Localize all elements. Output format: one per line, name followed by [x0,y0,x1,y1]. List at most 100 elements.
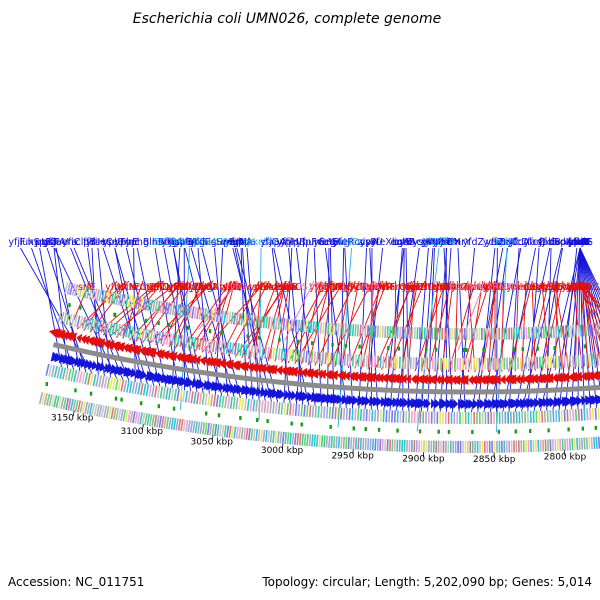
cog-strip [311,405,315,418]
cog-strip [321,352,325,365]
gene-label: yfhD [179,282,201,293]
cog-strip [365,409,368,422]
gene-label: yfiH [86,237,105,248]
gene-label: hypF [28,237,51,248]
cog-strip [550,326,553,339]
cog-strip [574,408,578,422]
gene-arrow [203,379,210,390]
gene-label: hyfC [338,282,360,293]
cog-strip [253,345,257,358]
cog-strip [319,321,323,334]
gene-label: yfgF [309,282,329,293]
cog-strip [187,420,191,433]
gene-label: yfbR [568,282,590,293]
cog-strip [549,410,552,423]
cog-strip [115,408,120,421]
tick-label: 3100 kbp [121,427,164,437]
cog-strip [267,316,271,329]
cog-strip [62,397,67,410]
cog-strip [103,405,108,418]
feature-rings [38,281,600,454]
leader-line [407,280,416,371]
cog-strip [196,307,200,320]
gene-arrow [160,350,170,361]
cog-strip [593,436,596,449]
cog-strip [549,439,552,452]
tick-label: 3000 kbp [261,446,304,456]
gene-label: hycB [343,282,366,293]
gene-arrow [373,372,381,383]
gene-label: emrK [491,237,517,248]
gene-label: hycA [403,282,427,293]
cog-strip [53,365,58,378]
cog-strip [221,424,225,437]
cog-strip [361,324,365,337]
gene-label: yfcB [485,237,506,248]
gene-arrow [567,371,578,382]
cog-strip [84,372,89,385]
cog-strip [332,322,335,335]
cog-strip [554,439,557,452]
gene-arrow [218,382,225,392]
cog-strip [269,401,273,414]
leader-line [284,280,315,341]
cog-strip [156,300,161,313]
gene-arrow [99,362,106,372]
leader-line [447,280,476,373]
cog-strip [272,430,276,443]
cog-strip [127,325,132,339]
cog-strip [298,433,302,446]
cog-strip [585,437,589,450]
cog-strip [594,407,598,420]
cog-strip [199,421,203,435]
cog-strip [212,339,216,352]
cog-strip [146,413,151,426]
cog-strip [64,368,69,381]
cog-strip [124,409,129,422]
cog-strip [60,311,65,324]
cog-strip [41,392,46,405]
rna-mark [266,419,269,424]
gene-label: hyfF [375,282,395,293]
cog-strip [223,311,227,324]
gene-label: yfjF [8,237,25,248]
gene-label: tpke70 [243,237,276,248]
leader-line [554,280,570,370]
gene-label: accD [565,237,589,248]
gene-arrow [401,373,407,384]
gene-label: ubiX [568,237,590,248]
accession-text: Accession: NC_011751 [8,575,144,589]
cog-strip [583,408,586,421]
gene-arrow [248,362,259,373]
gene-label: ryfC [226,282,246,293]
cog-strip [313,351,317,364]
leader-line [171,247,181,389]
cog-strip [272,347,276,360]
cog-strip [560,325,563,338]
rna-mark [536,346,539,351]
gene-label: yfeR [333,237,355,248]
leader-line [163,247,192,392]
cog-strip [330,435,333,449]
gene-label: yfgD [314,282,336,293]
gene-label: fdx [164,237,179,248]
cog-strip [156,415,160,428]
cog-strip [84,317,89,330]
cog-strip [291,349,295,362]
gene-arrow [179,353,191,364]
rna-mark [437,429,440,434]
gene-label: hcaE [219,282,242,293]
gene-arrow [260,387,268,398]
cog-strip [328,406,332,419]
cog-strip [126,380,130,393]
cog-strip [385,356,388,369]
cog-strip [84,401,89,415]
gene-arrow [518,374,525,385]
leader-line [89,280,130,333]
gene-arrow [242,361,250,372]
gene-arrow [264,364,275,375]
gene-arrow [595,394,600,405]
rna-mark [74,388,77,393]
cog-strip [323,435,326,448]
cog-strip [60,396,65,409]
